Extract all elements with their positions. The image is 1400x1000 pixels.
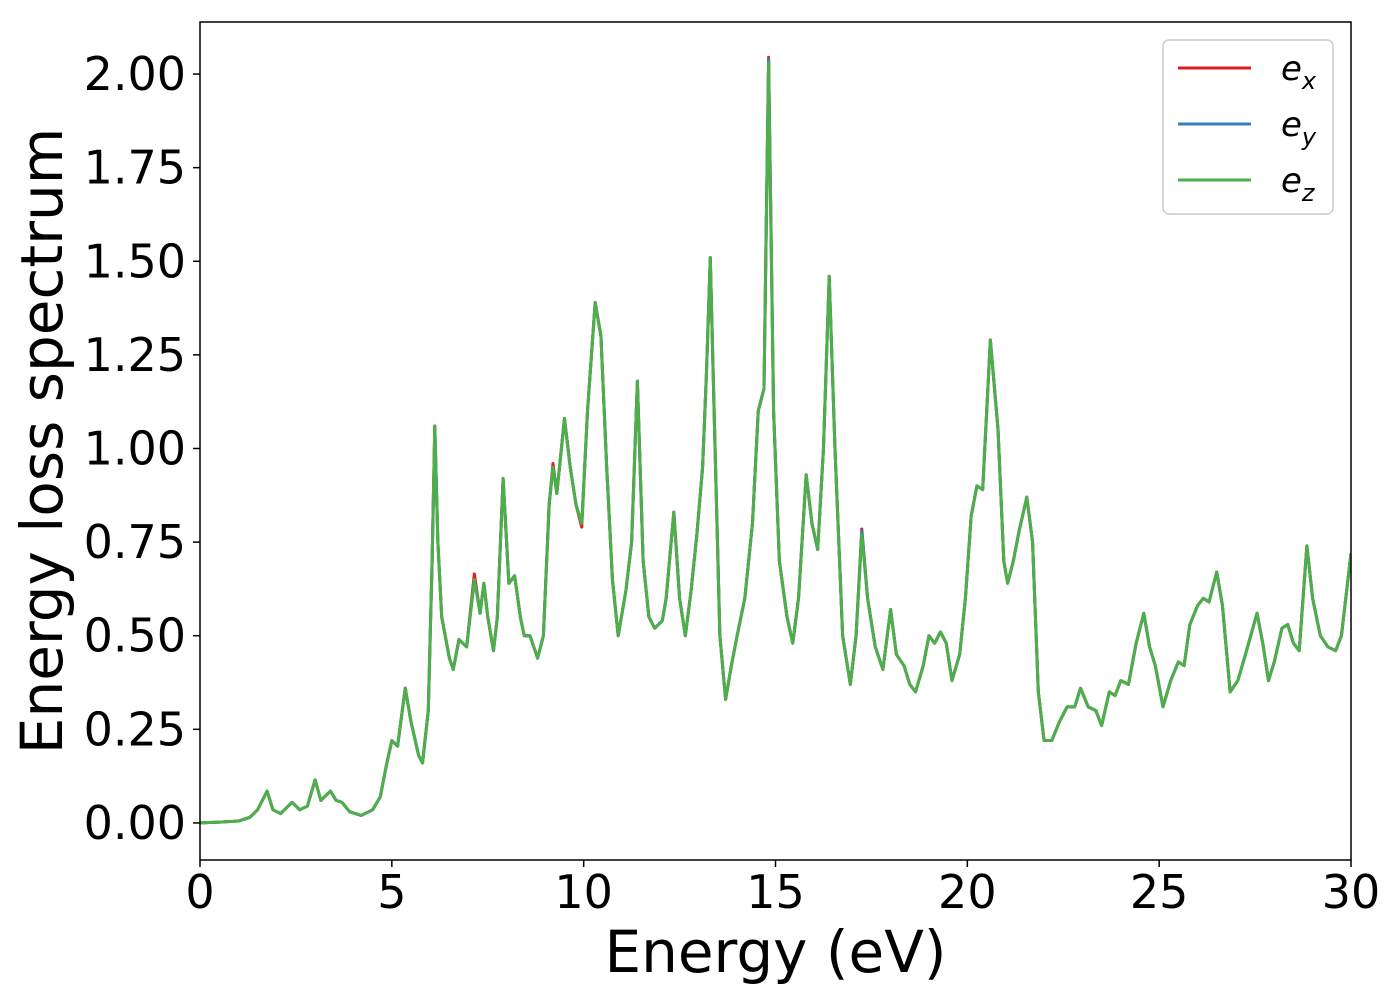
legend-label-base: e: [1281, 49, 1302, 89]
y-tick-label: 1.00: [84, 421, 186, 475]
legend-label: ex: [1281, 49, 1317, 95]
legend-label-sub: x: [1301, 67, 1317, 95]
y-axis-label: Energy loss spectrum: [8, 128, 76, 754]
y-tick-label: 1.75: [84, 141, 186, 195]
legend-label-base: e: [1281, 105, 1302, 145]
x-tick-label: 10: [554, 865, 613, 919]
y-tick-label: 1.50: [84, 234, 186, 288]
y-tick-label: 1.25: [84, 328, 186, 382]
y-tick-label: 0.25: [84, 702, 186, 756]
y-tick-label: 2.00: [84, 47, 186, 101]
y-tick-label: 0.00: [84, 796, 186, 850]
x-tick-label: 25: [1130, 865, 1189, 919]
y-tick-label: 0.75: [84, 515, 186, 569]
series-line: [200, 61, 1351, 825]
legend-label: ez: [1281, 161, 1316, 207]
x-tick-label: 20: [938, 865, 997, 919]
legend-label-sub: z: [1301, 179, 1316, 207]
x-tick-label: 5: [377, 865, 406, 919]
x-tick-label: 0: [185, 865, 214, 919]
plot-frame: [199, 21, 1352, 861]
legend-label: ey: [1281, 105, 1317, 151]
y-tick-label: 0.50: [84, 609, 186, 663]
legend-label-base: e: [1281, 161, 1302, 201]
x-tick-label: 30: [1322, 865, 1381, 919]
legend-box: [1162, 39, 1334, 215]
x-axis-label: Energy (eV): [604, 918, 946, 986]
legend-label-sub: y: [1301, 123, 1317, 151]
x-tick-label: 15: [746, 865, 805, 919]
